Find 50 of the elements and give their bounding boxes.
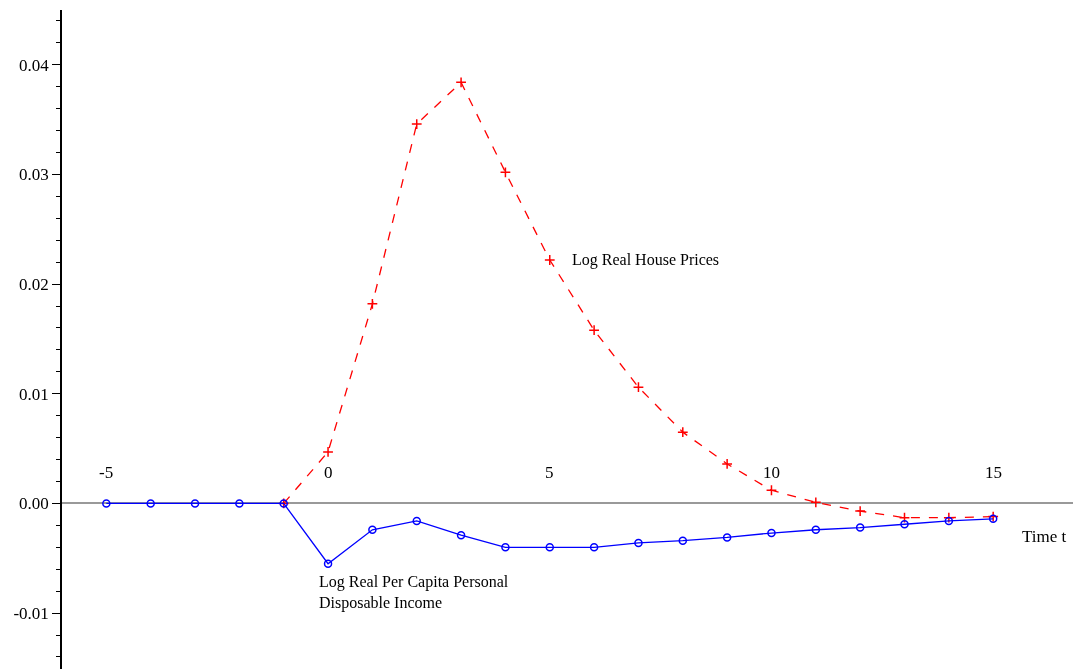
point xyxy=(102,499,111,508)
y-tick-label: 0.00 xyxy=(19,494,49,514)
series-label: Log Real House Prices xyxy=(572,251,720,269)
point xyxy=(366,298,379,310)
point xyxy=(412,516,421,526)
y-tick-label: 0.04 xyxy=(19,55,50,75)
y-tick-label: -0.01 xyxy=(13,604,49,624)
point xyxy=(767,528,776,538)
point xyxy=(855,523,865,532)
point xyxy=(632,381,645,393)
point xyxy=(499,166,512,178)
point xyxy=(146,499,155,508)
point xyxy=(854,505,866,517)
point xyxy=(545,543,555,552)
y-tick-label: 0.01 xyxy=(19,384,49,404)
point xyxy=(987,510,999,523)
point xyxy=(368,525,377,534)
point xyxy=(411,118,423,130)
point xyxy=(190,499,200,508)
x-tick-label: 5 xyxy=(545,463,554,482)
point xyxy=(900,520,909,529)
y-tick-label: 0.02 xyxy=(19,275,49,295)
point xyxy=(811,525,821,534)
point xyxy=(323,559,333,568)
x-tick-label: 10 xyxy=(763,463,780,482)
point xyxy=(501,543,510,552)
point xyxy=(721,458,733,470)
y-tick-label: 0.03 xyxy=(19,165,49,185)
point xyxy=(455,76,467,89)
point xyxy=(634,538,643,548)
point xyxy=(677,426,689,438)
point xyxy=(588,324,600,336)
point xyxy=(456,530,466,540)
point xyxy=(722,533,732,542)
point xyxy=(943,512,955,524)
point xyxy=(810,496,822,508)
point xyxy=(988,514,998,524)
point xyxy=(678,536,688,545)
point xyxy=(898,512,911,524)
x-tick-label: 15 xyxy=(985,463,1002,482)
point xyxy=(765,484,778,496)
point xyxy=(589,543,599,552)
point xyxy=(544,254,556,266)
point xyxy=(235,499,244,508)
point xyxy=(944,516,954,526)
x-axis-title: Time t xyxy=(1022,527,1067,546)
x-tick-label: -5 xyxy=(99,463,114,482)
x-tick-label: 0 xyxy=(324,463,333,482)
point xyxy=(322,446,334,458)
series-label: Log Real Per Capita Personal Disposable Income xyxy=(319,573,509,612)
